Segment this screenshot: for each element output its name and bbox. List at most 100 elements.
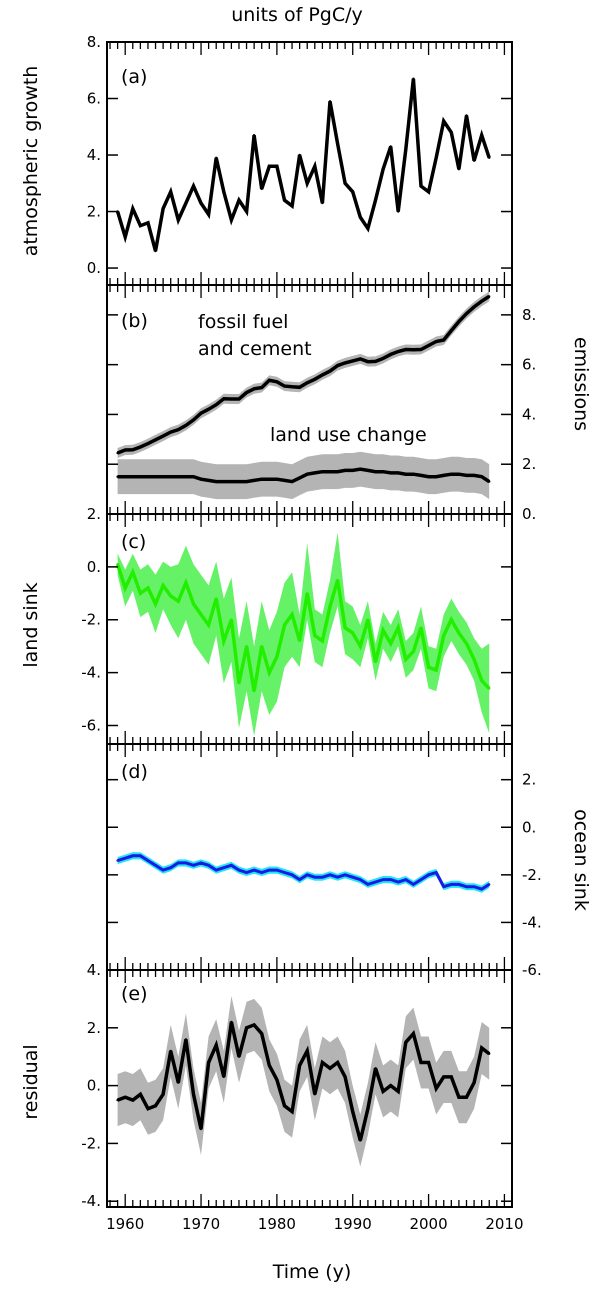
panel-e-ylabel: residual: [20, 1044, 42, 1119]
data-point: [472, 159, 476, 162]
data-point: [275, 478, 279, 481]
data-point: [351, 190, 354, 193]
data-point: [290, 385, 294, 388]
x-tick-label: 1960: [106, 1215, 144, 1233]
data-point: [404, 1041, 407, 1044]
data-point: [321, 876, 324, 879]
data-point: [298, 153, 301, 157]
data-point: [374, 880, 377, 884]
data-point: [381, 470, 385, 473]
data-point: [480, 300, 483, 303]
data-point: [343, 469, 347, 472]
data-point: [435, 156, 438, 159]
y-tick-label: 2.: [522, 455, 536, 473]
data-point: [161, 434, 165, 438]
data-point: [268, 671, 271, 674]
data-point: [192, 602, 195, 606]
data-point: [275, 655, 279, 658]
y-tick-label: 6.: [522, 356, 536, 374]
data-point: [245, 1026, 248, 1030]
data-point: [328, 369, 332, 373]
data-point: [359, 645, 362, 648]
y-tick-label: 0.: [522, 818, 536, 836]
data-point: [480, 475, 483, 478]
data-point: [199, 613, 203, 616]
panel-frame: [106, 41, 513, 286]
y-tick-label: 2.: [522, 771, 536, 789]
data-point: [389, 145, 392, 148]
data-point: [169, 1049, 172, 1053]
data-point: [442, 1075, 445, 1079]
data-point: [192, 1093, 195, 1096]
data-point: [381, 357, 385, 360]
data-point: [161, 868, 165, 872]
data-point: [146, 442, 150, 445]
data-point: [146, 859, 150, 862]
data-point: [389, 642, 392, 645]
data-point: [328, 873, 332, 876]
data-point: [328, 1067, 332, 1070]
data-point: [351, 1110, 354, 1113]
panel-b-ylabel: emissions: [570, 337, 592, 431]
data-point: [184, 201, 188, 205]
data-point: [245, 480, 248, 483]
data-point: [328, 605, 332, 608]
data-point: [306, 592, 309, 595]
data-point: [237, 397, 241, 401]
data-point: [359, 357, 362, 361]
data-point: [290, 873, 294, 876]
data-point: [298, 639, 301, 643]
data-point: [222, 1075, 225, 1079]
data-point: [268, 478, 271, 481]
data-point: [192, 475, 195, 478]
data-point: [222, 190, 225, 193]
data-point: [230, 218, 233, 222]
data-point: [313, 165, 316, 168]
data-point: [397, 471, 400, 475]
data-point: [252, 1023, 256, 1027]
data-point: [184, 861, 188, 865]
data-point: [154, 249, 157, 253]
data-point: [419, 626, 423, 629]
data-point: [177, 1081, 180, 1084]
data-point: [169, 430, 172, 434]
data-point: [268, 165, 271, 168]
data-point: [404, 878, 407, 881]
data-point: [412, 1032, 415, 1035]
data-point: [192, 184, 195, 188]
data-point: [230, 864, 233, 867]
data-point: [419, 878, 423, 881]
data-point: [131, 448, 134, 451]
figure-title: units of PgC/y: [231, 4, 363, 26]
data-point: [389, 1084, 392, 1087]
x-tick-label: 2000: [409, 1215, 447, 1233]
data-point: [245, 210, 248, 213]
data-point: [215, 156, 218, 159]
data-point: [283, 871, 286, 874]
data-point: [412, 77, 415, 80]
uncertainty-band: [117, 532, 490, 737]
data-point: [275, 165, 279, 168]
data-point: [488, 480, 491, 483]
data-point: [472, 885, 476, 888]
y-tick-label: 0.: [522, 505, 536, 523]
data-point: [283, 384, 286, 388]
data-point: [435, 340, 438, 343]
panel-c-label: (c): [121, 531, 146, 553]
data-point: [283, 1104, 286, 1108]
y-tick-label: 6.: [87, 90, 101, 108]
data-point: [419, 474, 423, 477]
y-tick-label: -6.: [81, 716, 101, 734]
data-point: [488, 883, 491, 886]
data-point: [366, 360, 370, 363]
data-point: [298, 476, 301, 480]
data-point: [381, 878, 385, 881]
data-point: [427, 475, 430, 478]
data-point: [343, 873, 347, 876]
data-point: [260, 1032, 263, 1035]
data-point: [313, 471, 316, 475]
data-point: [442, 119, 445, 123]
y-tick-label: 2.: [87, 203, 101, 221]
data-point: [472, 305, 476, 309]
data-point: [351, 469, 354, 472]
